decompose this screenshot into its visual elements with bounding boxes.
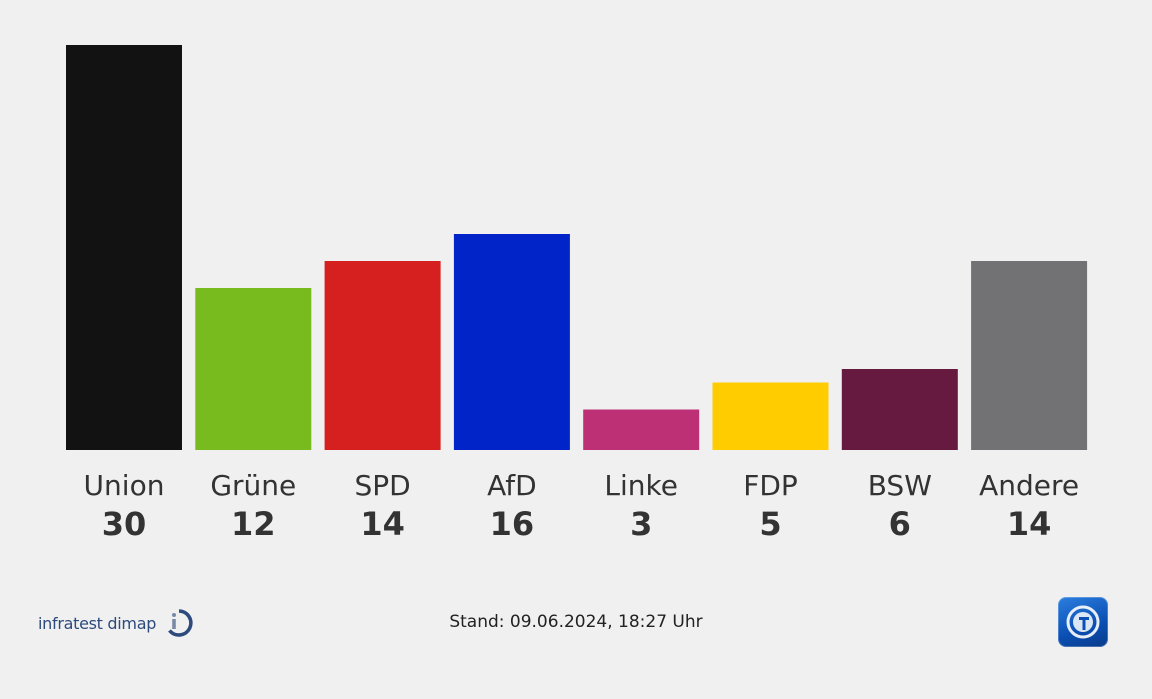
value-label: 6: [889, 505, 911, 543]
bar-union: [66, 45, 182, 450]
infratest-dimap-logo-icon: [168, 609, 193, 637]
source-logo: infratest dimap: [38, 606, 194, 640]
value-label: 3: [630, 505, 652, 543]
category-label: BSW: [868, 469, 932, 502]
category-label: AfD: [487, 469, 537, 502]
source-name: infratest dimap: [38, 613, 157, 633]
value-label: 12: [231, 505, 276, 543]
bar-grüne: [195, 288, 312, 450]
bar-spd: [324, 261, 441, 450]
category-label: SPD: [354, 469, 410, 502]
bar-afd: [453, 234, 570, 450]
bar-linke: [583, 409, 700, 450]
category-label: Andere: [979, 469, 1079, 502]
category-label: FDP: [743, 469, 798, 502]
bar-fdp: [712, 382, 829, 450]
category-label: Grüne: [210, 469, 296, 502]
value-label: 14: [360, 505, 405, 543]
timestamp: Stand: 09.06.2024, 18:27 Uhr: [449, 612, 703, 632]
value-label: 16: [490, 505, 535, 543]
bar-bsw: [841, 369, 958, 450]
bar-andere: [971, 261, 1088, 450]
value-label: 30: [102, 505, 147, 543]
value-label: 14: [1007, 505, 1052, 543]
category-label: Linke: [604, 469, 678, 502]
tagesschau-logo-icon: [1058, 597, 1108, 647]
category-label: Union: [84, 469, 165, 502]
bar-chart: Union30Grüne12SPD14AfD16Linke3FDP5BSW6An…: [66, 45, 1088, 543]
value-label: 5: [759, 505, 781, 543]
